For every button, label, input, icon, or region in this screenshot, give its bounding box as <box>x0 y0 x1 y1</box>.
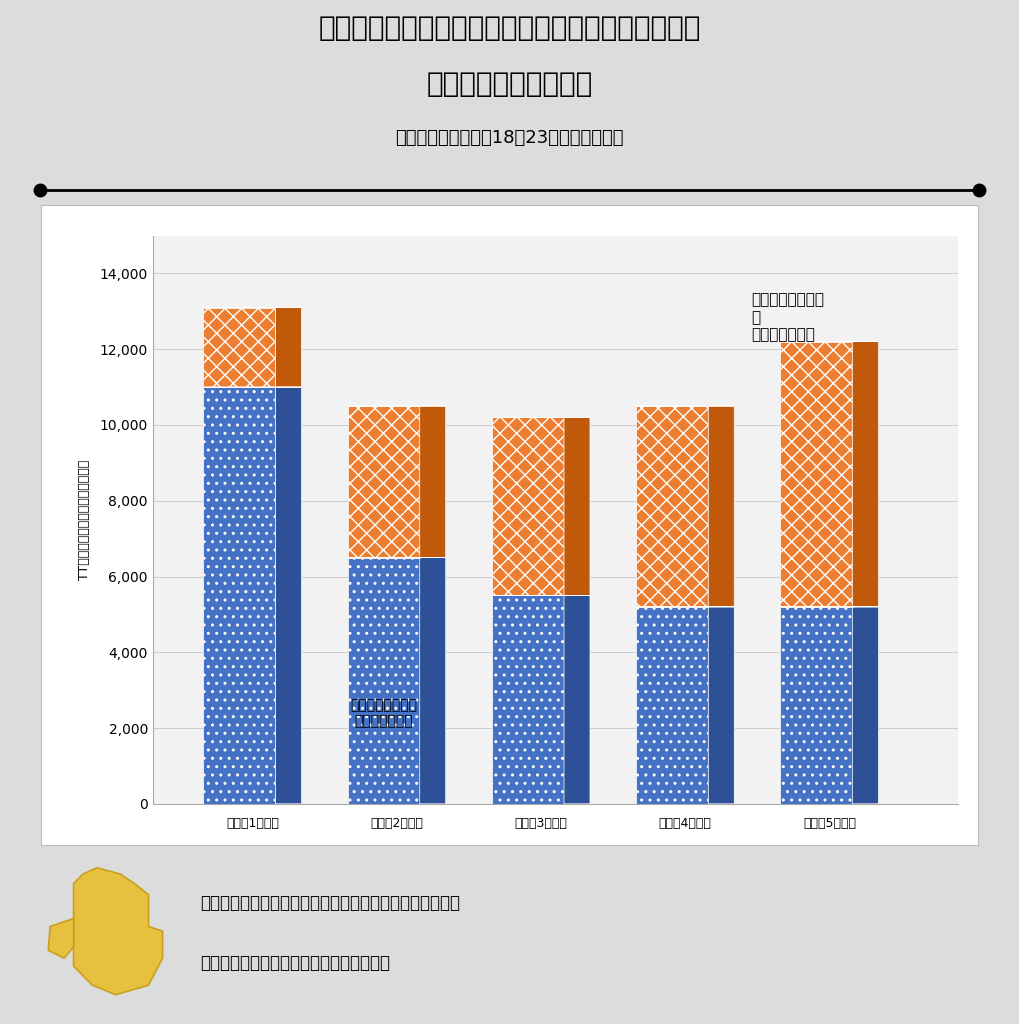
Polygon shape <box>853 607 878 804</box>
Polygon shape <box>708 406 735 607</box>
Polygon shape <box>708 607 735 804</box>
Polygon shape <box>853 342 878 607</box>
Polygon shape <box>781 342 853 607</box>
Polygon shape <box>636 406 708 607</box>
Polygon shape <box>73 867 163 994</box>
Text: スタートアップ＋
支援年間研究費: スタートアップ＋ 支援年間研究費 <box>351 697 417 728</box>
Text: 研究代表者として
の
外部資金獲得額: 研究代表者として の 外部資金獲得額 <box>752 293 824 342</box>
Polygon shape <box>420 557 445 804</box>
Text: ・採用５年目までに外部資金獲得額は増加: ・採用５年目までに外部資金獲得額は増加 <box>200 954 390 972</box>
Y-axis label: TT若手の年間平均研究費（千円）: TT若手の年間平均研究費（千円） <box>78 460 92 580</box>
Polygon shape <box>564 595 590 804</box>
Polygon shape <box>347 406 420 557</box>
Text: テニュアトラック若手の年間獲得研究資金の推移と: テニュアトラック若手の年間獲得研究資金の推移と <box>318 14 701 42</box>
Polygon shape <box>275 387 302 804</box>
Polygon shape <box>492 418 564 596</box>
Polygon shape <box>781 607 853 804</box>
Polygon shape <box>48 919 73 958</box>
Text: （全採択機関の平成18〜23年度のデータ）: （全採択機関の平成18〜23年度のデータ） <box>395 129 624 146</box>
Polygon shape <box>275 307 302 387</box>
Polygon shape <box>204 387 275 804</box>
Polygon shape <box>204 307 275 387</box>
Polygon shape <box>564 418 590 596</box>
Polygon shape <box>492 596 564 804</box>
Polygon shape <box>636 607 708 804</box>
Text: 外部資金獲得額の変化: 外部資金獲得額の変化 <box>426 70 593 97</box>
Polygon shape <box>420 406 445 557</box>
Polygon shape <box>347 557 420 804</box>
Text: ・研究主宰者（ＰＩ）として十分な資金が提供されている: ・研究主宰者（ＰＩ）として十分な資金が提供されている <box>200 894 461 911</box>
